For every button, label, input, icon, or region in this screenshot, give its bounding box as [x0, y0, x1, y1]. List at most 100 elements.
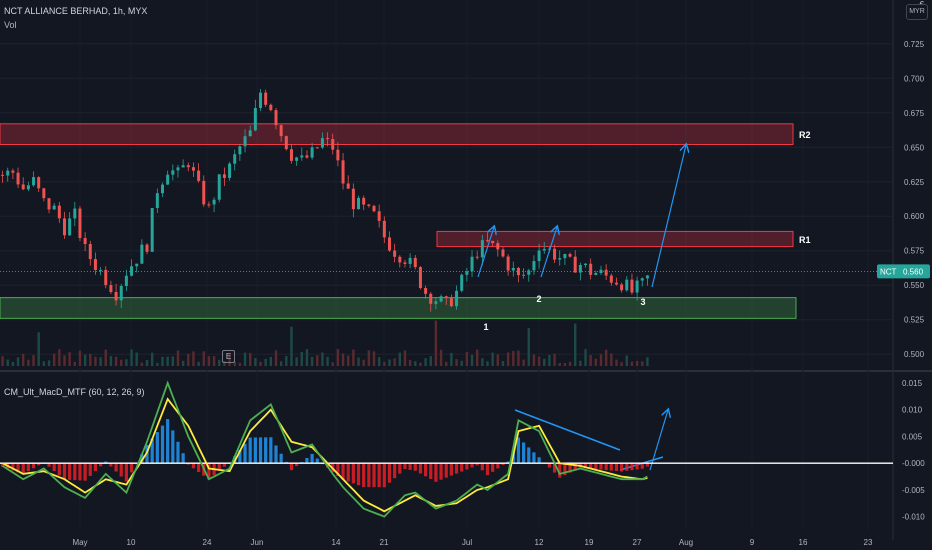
histogram-bar — [279, 453, 283, 464]
volume-bar — [73, 361, 77, 366]
candle-body — [480, 240, 484, 258]
histogram-bar — [439, 463, 443, 480]
volume-bar — [455, 359, 458, 366]
candle-body — [300, 155, 304, 158]
events-marker[interactable]: E — [222, 350, 235, 363]
candle-body — [408, 257, 412, 264]
candle-body — [124, 275, 128, 286]
candle-body — [387, 237, 391, 251]
candle-body — [264, 92, 268, 105]
volume-bar — [460, 360, 463, 366]
volume-bar — [238, 362, 242, 366]
candle-body — [439, 296, 443, 302]
histogram-bar — [191, 463, 196, 469]
time-tick-label: 16 — [799, 538, 808, 547]
time-tick-label: 24 — [203, 538, 212, 547]
histogram-bar — [217, 463, 221, 471]
candle-body — [238, 146, 242, 155]
volume-bar — [32, 355, 35, 366]
last-price-value: 0.560 — [903, 267, 924, 276]
volume-bar — [445, 361, 448, 366]
candle-body — [362, 197, 366, 205]
histogram-bar — [552, 463, 557, 473]
candle-body — [52, 205, 56, 210]
candle-body — [279, 125, 283, 137]
candle-body — [434, 301, 438, 304]
histogram-bar — [83, 463, 87, 481]
volume-bar — [120, 359, 123, 366]
volume-bar — [481, 358, 484, 366]
histogram-bar — [57, 463, 61, 476]
volume-bar — [109, 356, 113, 366]
volume-bar — [635, 360, 639, 366]
volume-bar — [362, 359, 365, 366]
candle-body — [320, 138, 324, 148]
candle-body — [357, 197, 361, 210]
volume-bar — [83, 354, 87, 366]
volume-bar — [316, 355, 319, 366]
volume-bar — [99, 357, 102, 366]
volume-bar — [176, 350, 180, 366]
volume-bar — [269, 356, 273, 366]
volume-bar — [89, 353, 92, 366]
histogram-bar — [222, 463, 227, 467]
volume-bar — [68, 352, 71, 366]
volume-bar — [254, 357, 257, 366]
histogram-bar — [527, 447, 531, 464]
candle-body — [42, 188, 46, 199]
volume-bar — [37, 332, 40, 366]
volume-bar — [130, 349, 133, 366]
volume-bar — [548, 355, 551, 366]
volume-bar — [573, 323, 577, 366]
candle-body — [429, 293, 433, 304]
histogram-bar — [104, 461, 108, 464]
histogram-bar — [88, 463, 92, 476]
trend-arrow — [540, 227, 557, 278]
macd-line — [2, 380, 648, 518]
candle-body — [444, 296, 448, 299]
histogram-bar — [207, 463, 211, 480]
volume-bar — [341, 353, 345, 366]
volume-bar — [295, 357, 298, 366]
histogram-bar — [356, 463, 361, 486]
volume-bar — [1, 356, 4, 366]
price-tick-label: 0.575 — [904, 247, 925, 256]
histogram-bar — [620, 463, 624, 472]
volume-bar — [290, 326, 293, 366]
histogram-bar — [635, 463, 639, 470]
volume-bar — [615, 359, 618, 366]
volume-bar — [475, 349, 479, 366]
histogram-bar — [423, 463, 428, 477]
candle-body — [640, 278, 644, 281]
volume-bar — [125, 359, 128, 366]
volume-bar — [63, 355, 66, 366]
candle-body — [26, 185, 30, 190]
candle-body — [506, 256, 510, 271]
histogram-bar — [382, 463, 386, 488]
volume-bar — [104, 349, 107, 366]
volume-bar — [78, 350, 82, 366]
volume-bar — [331, 362, 334, 366]
candle-body — [186, 165, 190, 168]
candle-body — [289, 149, 293, 161]
candle-body — [161, 184, 164, 194]
histogram-bar — [62, 463, 67, 480]
histogram-bar — [31, 463, 36, 469]
histogram-bar — [78, 463, 82, 481]
zone-label: R1 — [799, 235, 811, 245]
volume-bar — [393, 358, 396, 366]
histogram-bar — [501, 463, 505, 465]
currency-label[interactable]: MYR — [906, 4, 928, 20]
last-price-symbol: NCT — [880, 267, 897, 276]
point-label: 1 — [483, 322, 488, 332]
volume-bar — [285, 356, 288, 366]
candle-body — [486, 240, 489, 242]
histogram-bar — [465, 463, 469, 470]
histogram-bar — [253, 437, 257, 464]
histogram-bar — [0, 463, 5, 467]
volume-bar — [352, 349, 355, 366]
histogram-bar — [614, 463, 619, 472]
candle-body — [511, 267, 515, 271]
histogram-bar — [155, 432, 159, 464]
